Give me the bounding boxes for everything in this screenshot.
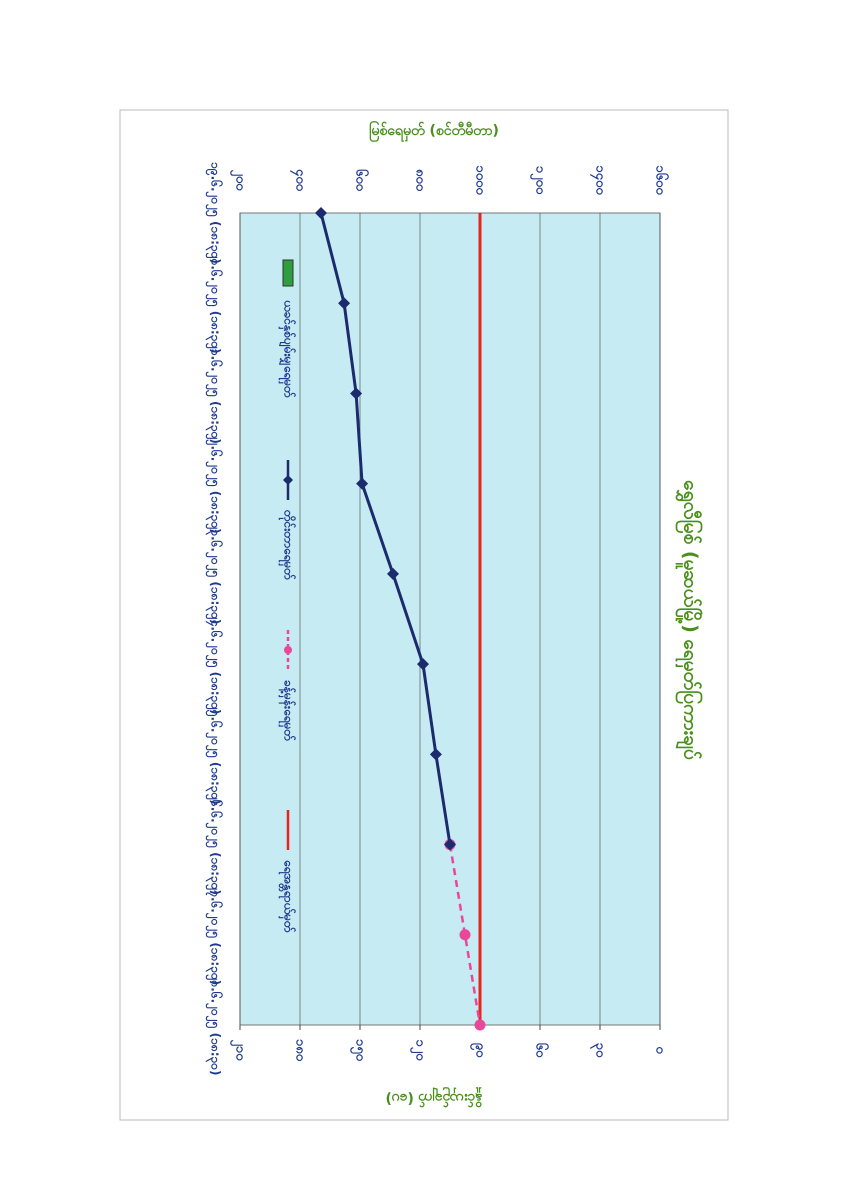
x-tick-label: ၁၉.၆.၂၀၂၅ (၁၈:၃၀) — [205, 162, 225, 264]
page-frame — [119, 109, 729, 1121]
x-tick-label: ၂၆.၆.၂၀၂၅ (၁၈:၃၀) — [205, 793, 225, 895]
legend-label: ခန့်မှန်းရေမှတ် — [278, 680, 298, 741]
legend-label: ရေအန္တရာယ်မှတ် — [278, 859, 298, 933]
y-axis-label: မြစ်ရေမှတ် (စင်တီမီတာ) — [369, 121, 499, 142]
point — [429, 748, 442, 761]
point — [417, 658, 429, 671]
y-tick-label: ၁၄၀၀ — [590, 165, 608, 195]
x-tick-label: ၂၄.၆.၂၀၂၅ (၁၈:၃၀) — [205, 613, 225, 715]
series-line — [448, 844, 482, 1026]
chart-title: ရွှေလီမြစ် (မူဆယ်မြို့) ရေမှတ်ပြကားချပ် — [675, 480, 705, 760]
y2-tick-label: ၂၁၀ — [230, 1039, 248, 1061]
x-tick-label: ၂၇.၆.၂၀၂၅ (၁၈:၃၀) — [205, 883, 225, 985]
point — [356, 477, 369, 490]
y-tick-label: ၂၀၀ — [230, 169, 248, 191]
y-tick-label: ၁၂၀၀ — [530, 166, 548, 195]
x-tick-label: ၂၃.၆.၂၀၂၅ (၁၈:၃၀) — [205, 522, 225, 624]
series-line — [319, 212, 452, 845]
x-tick-label: ၂၈.၆.၂၀၂၅ (၁၈:၃၀) — [205, 974, 225, 1076]
x-tick-label: ၂၂.၆.၂၀၂၅ (၁၈:၃၀) — [205, 433, 225, 534]
y2-tick-label: ၆၀ — [533, 1043, 550, 1058]
x-tick-label: ၂၅.၆.၂၀၂၅ (၁၈:၃၀) — [205, 703, 225, 805]
point — [444, 838, 456, 851]
legend-label: တိုင်းတာရေမှတ် — [278, 509, 298, 580]
point — [474, 1019, 486, 1031]
y-tick-label: ၁၀၀၀ — [473, 165, 488, 195]
point — [315, 207, 327, 219]
series — [315, 207, 456, 851]
y2-tick-label: ၀ — [653, 1046, 668, 1054]
x-tick-label: ၂၁.၆.၂၀၂၅ (၁၈:၃၀) — [205, 342, 225, 444]
legend-marker — [284, 646, 292, 654]
point — [387, 567, 399, 580]
x-tick-label: ၂၀.၆.၂၀၂၅ (၁၈:၃၀) — [205, 252, 225, 354]
y-tick-label: ၆၀၀ — [353, 169, 370, 192]
y2-tick-label: ၁၅၀ — [350, 1039, 368, 1062]
y2-tick-label: ၃၀ — [590, 1043, 608, 1058]
y-tick-label: ၄၀၀ — [290, 169, 308, 192]
legend-label: ယခင်နှစ်ပျမ်းမျှရေမှတ် — [278, 299, 298, 398]
point — [459, 929, 471, 941]
point — [338, 297, 351, 310]
y2-tick-label: ၉၀ — [470, 1043, 488, 1058]
point — [350, 387, 363, 400]
y-tick-label: ၈၀၀ — [413, 169, 428, 192]
y2-tick-label: ၁၂၀ — [410, 1039, 428, 1061]
plot-area — [239, 212, 661, 1026]
y-tick-label: ၁၆၀၀ — [653, 165, 670, 195]
legend-swatch — [282, 259, 294, 287]
legend-marker — [283, 475, 293, 485]
y2-axis-label: နှိုင်းယှဉ်ချက် (ပေ) — [386, 1087, 483, 1107]
y2-tick-label: ၁၈၀ — [293, 1039, 308, 1062]
